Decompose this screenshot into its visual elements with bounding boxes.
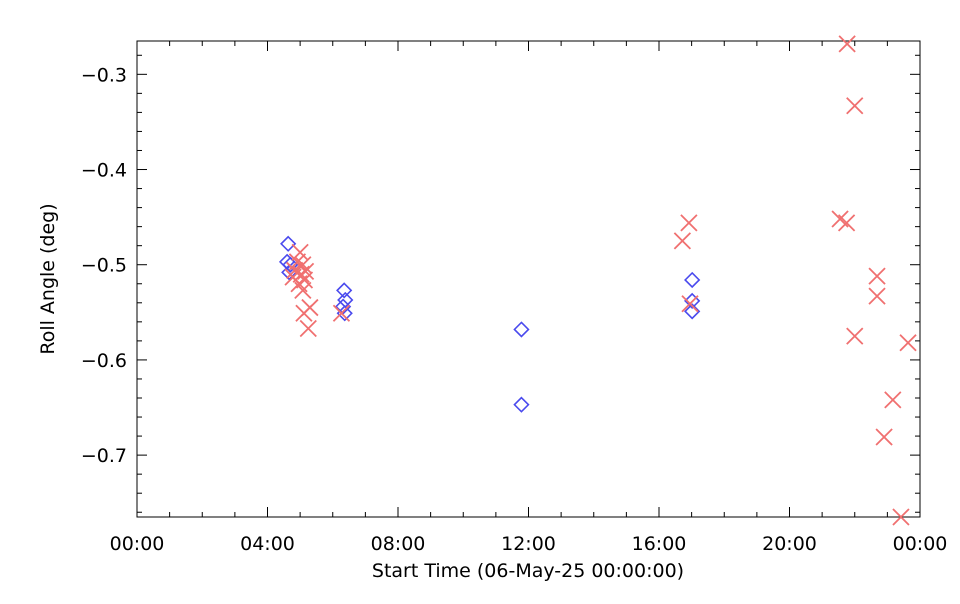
- diamond-marker: [336, 305, 353, 322]
- x-axis-title: Start Time (06-May-25 00:00:00): [372, 560, 684, 582]
- x-marker: [837, 214, 856, 232]
- x-marker: [846, 327, 864, 345]
- x-marker: [680, 214, 698, 232]
- diamond-marker: [684, 271, 701, 289]
- x-tick-label: 16:00: [632, 533, 687, 555]
- x-tick-label: 00:00: [893, 533, 948, 555]
- x-marker: [299, 319, 317, 338]
- y-tick-label: −0.4: [81, 160, 127, 182]
- data-points: [278, 35, 917, 526]
- y-tick-label: −0.3: [81, 64, 127, 86]
- diamond-marker: [684, 292, 701, 310]
- y-tick-label: −0.5: [81, 255, 127, 277]
- x-tick-label: 20:00: [762, 533, 817, 555]
- diamond-marker: [280, 235, 297, 252]
- x-tick-label: 04:00: [240, 533, 295, 555]
- y-tick-label: −0.6: [81, 350, 127, 372]
- x-marker: [295, 304, 313, 322]
- x-marker: [294, 281, 312, 300]
- diamond-marker: [513, 396, 530, 413]
- x-marker: [681, 295, 699, 313]
- y-tick-label: −0.7: [81, 445, 127, 467]
- diamond-marker: [684, 303, 701, 320]
- axes: 00:00 04:00 08:00 12:00 16:00 20:00 00:00 −0.3 −…: [81, 40, 948, 555]
- diamond-marker: [282, 256, 299, 273]
- x-marker: [892, 508, 910, 526]
- diamond-marker: [513, 321, 530, 338]
- x-marker: [899, 334, 917, 352]
- x-marker: [332, 304, 351, 322]
- x-marker: [875, 428, 893, 446]
- diamond-marker: [337, 291, 354, 309]
- diamond-marker: [334, 298, 352, 315]
- x-tick-label: 00:00: [110, 533, 165, 555]
- y-axis-title: Roll Angle (deg): [37, 203, 59, 354]
- x-tick-label: 12:00: [501, 533, 556, 555]
- x-marker: [295, 271, 314, 289]
- x-marker: [838, 35, 856, 53]
- x-marker: [868, 267, 886, 285]
- x-marker: [846, 97, 864, 115]
- plot-frame: [136, 40, 921, 518]
- x-marker: [673, 232, 692, 250]
- x-marker: [868, 287, 886, 305]
- x-tick-label: 08:00: [371, 533, 426, 555]
- diamond-marker: [336, 282, 353, 299]
- x-marker: [884, 391, 902, 409]
